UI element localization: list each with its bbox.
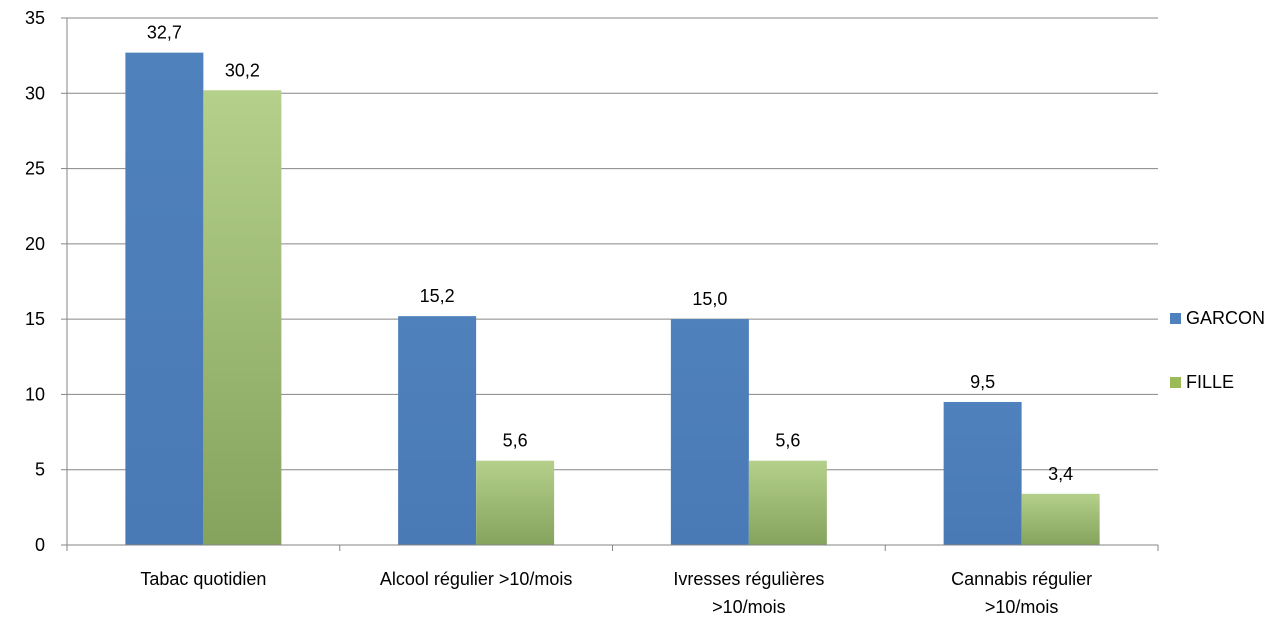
data-label: 15,2 <box>420 286 455 306</box>
x-tick-label: Tabac quotidien <box>140 569 266 589</box>
bar-fille <box>748 460 827 545</box>
legend-swatch-garcon <box>1170 313 1181 324</box>
y-tick-label: 30 <box>25 83 45 103</box>
legend-label-garcon: GARCON <box>1186 308 1265 328</box>
data-labels: 32,7 15,2 15,0 9,5 30,2 5,6 5,6 3,4 <box>147 23 1073 484</box>
bar-garcon <box>398 316 477 545</box>
bar-fille <box>203 90 282 545</box>
data-label: 15,0 <box>692 289 727 309</box>
data-label: 5,6 <box>775 431 800 451</box>
bars <box>125 52 1100 545</box>
data-label: 5,6 <box>503 431 528 451</box>
x-tick-label: >10/mois <box>985 597 1059 617</box>
data-label: 9,5 <box>970 372 995 392</box>
data-label: 32,7 <box>147 23 182 43</box>
bar-garcon <box>943 401 1022 545</box>
legend: GARCON FILLE <box>1170 308 1265 392</box>
y-tick-label: 25 <box>25 159 45 179</box>
data-label: 30,2 <box>225 60 260 80</box>
y-tick-label: 0 <box>35 535 45 555</box>
data-label: 3,4 <box>1048 464 1073 484</box>
x-tick-label: Ivresses régulières <box>673 569 824 589</box>
x-tick-label: Cannabis régulier <box>951 569 1092 589</box>
bar-garcon <box>125 52 204 545</box>
x-tick-label: Alcool régulier >10/mois <box>380 569 573 589</box>
legend-label-fille: FILLE <box>1186 372 1234 392</box>
y-tick-label: 15 <box>25 309 45 329</box>
bar-fille <box>1021 493 1100 545</box>
bar-garcon <box>670 319 749 545</box>
y-tick-label: 35 <box>25 8 45 28</box>
y-tick-label: 20 <box>25 234 45 254</box>
legend-swatch-fille <box>1170 377 1181 388</box>
axes: 0 5 10 15 20 25 30 35 Tabac quotidien Alcool régu… <box>25 8 1159 617</box>
y-tick-label: 5 <box>35 460 45 480</box>
bar-fille <box>476 460 555 545</box>
y-tick-label: 10 <box>25 384 45 404</box>
x-tick-label: >10/mois <box>712 597 786 617</box>
